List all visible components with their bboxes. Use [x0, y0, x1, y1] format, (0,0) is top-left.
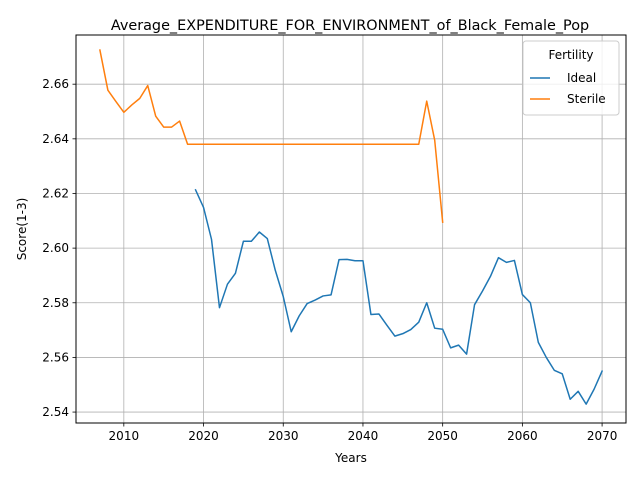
- legend-box: [522, 40, 620, 116]
- series-layer: [99, 49, 604, 405]
- x-tick-label: 2020: [188, 429, 219, 443]
- y-tick-label: 2.58: [42, 296, 69, 310]
- legend-title: Fertility: [548, 48, 593, 62]
- x-tick-label: 2050: [427, 429, 458, 443]
- ticks: 2010 2020 2030 2040 2050 2060 2070 2.54 2.56 2.58…: [42, 77, 617, 443]
- legend: Fertility Ideal Sterile: [522, 40, 620, 116]
- chart-title: Average_EXPENDITURE_FOR_ENVIRONMENT_of_B…: [111, 18, 589, 34]
- y-axis-label: Score(1-3): [15, 198, 29, 261]
- x-tick-label: 2070: [587, 429, 618, 443]
- x-tick-label: 2030: [268, 429, 299, 443]
- x-tick-label: 2060: [507, 429, 538, 443]
- x-tick-label: 2040: [348, 429, 379, 443]
- plot-area-frame: [75, 34, 627, 424]
- grid: [76, 35, 626, 423]
- y-tick-label: 2.66: [42, 77, 69, 91]
- x-axis-label: Years: [334, 451, 367, 465]
- y-tick-label: 2.60: [42, 241, 69, 255]
- series-line-ideal: [194, 188, 604, 405]
- legend-label-sterile: Sterile: [567, 92, 606, 106]
- x-tick-label: 2010: [109, 429, 140, 443]
- y-tick-label: 2.62: [42, 186, 69, 200]
- y-tick-label: 2.56: [42, 350, 69, 364]
- series-line-sterile: [99, 49, 444, 223]
- y-tick-label: 2.64: [42, 132, 69, 146]
- y-tick-label: 2.54: [42, 405, 69, 419]
- legend-label-ideal: Ideal: [567, 71, 596, 85]
